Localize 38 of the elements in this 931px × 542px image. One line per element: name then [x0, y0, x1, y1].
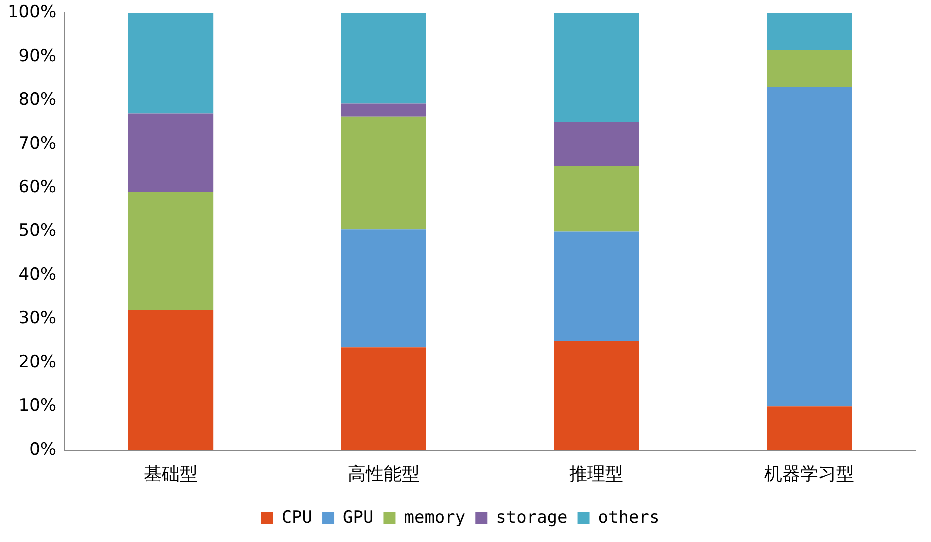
bar [767, 50, 852, 88]
bar [554, 232, 640, 342]
y-tick-label: 40% [18, 264, 57, 285]
bar [128, 114, 214, 192]
bar [341, 348, 426, 450]
bar [128, 310, 214, 450]
bar [128, 13, 214, 114]
bar [128, 192, 214, 310]
y-tick-label: 30% [18, 308, 57, 329]
legend-label: others [598, 508, 660, 528]
x-tick-label: 基础型 [144, 464, 198, 485]
legend-label: memory [404, 508, 466, 528]
y-tick-label: 20% [18, 352, 57, 372]
bar [767, 406, 852, 450]
y-tick-label: 0% [30, 440, 57, 460]
x-tick-label: 机器学习型 [764, 464, 855, 485]
y-tick-label: 10% [18, 396, 57, 416]
bar [554, 13, 640, 122]
bar [341, 230, 426, 348]
legend-label: CPU [282, 508, 313, 528]
legend-label: storage [496, 508, 568, 528]
bar [767, 13, 852, 50]
x-tick-label: 高性能型 [348, 464, 420, 485]
legend-label: GPU [343, 508, 374, 528]
bar [341, 104, 426, 117]
bar [341, 116, 426, 230]
bar [341, 13, 426, 104]
bar [554, 166, 640, 232]
bar [554, 122, 640, 166]
y-tick-label: 50% [18, 221, 57, 242]
y-tick-label: 100% [8, 2, 57, 23]
y-tick-label: 60% [18, 178, 57, 198]
y-tick-label: 80% [18, 90, 57, 110]
x-tick-label: 推理型 [570, 464, 624, 485]
y-tick-label: 90% [18, 46, 57, 66]
y-tick-label: 70% [18, 134, 57, 154]
bar [767, 88, 852, 407]
bar [554, 341, 640, 450]
